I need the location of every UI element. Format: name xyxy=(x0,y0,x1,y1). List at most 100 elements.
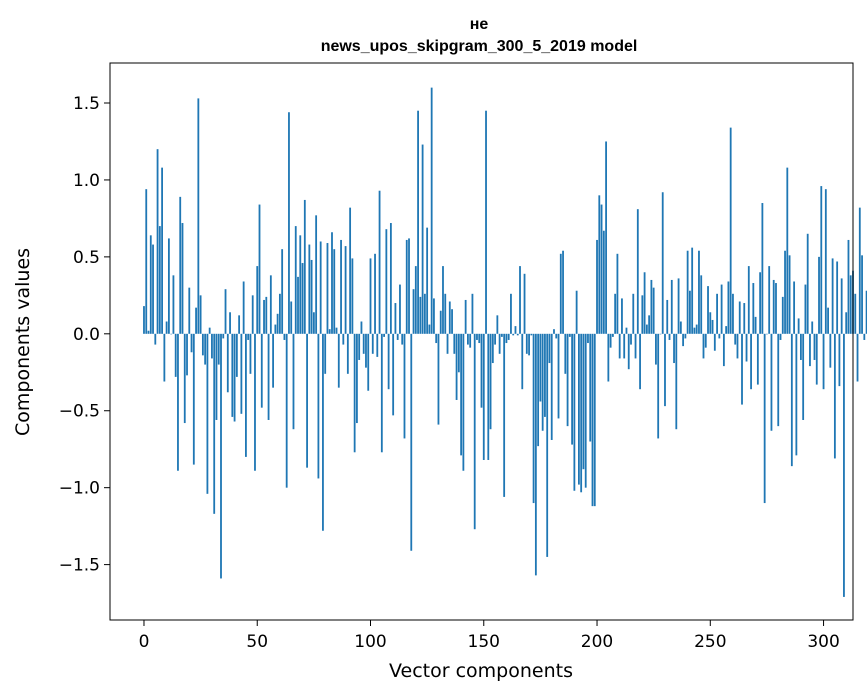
bar-52 xyxy=(260,333,263,408)
bar-282 xyxy=(781,296,784,334)
bar-256 xyxy=(722,333,725,367)
bar-185 xyxy=(562,250,564,334)
bar-311 xyxy=(847,239,850,334)
bar-305 xyxy=(833,333,836,459)
bar-316 xyxy=(858,207,861,334)
bar-129 xyxy=(435,333,438,344)
bar-15 xyxy=(177,333,179,471)
bar-237 xyxy=(679,321,682,334)
bar-51 xyxy=(258,204,261,334)
bar-150 xyxy=(482,333,485,460)
bar-46 xyxy=(247,333,250,340)
bar-195 xyxy=(584,333,587,488)
bar-132 xyxy=(442,266,444,334)
bar-142 xyxy=(464,299,467,334)
bar-270 xyxy=(754,316,757,334)
bar-304 xyxy=(831,258,834,334)
bar-65 xyxy=(290,301,293,334)
bar-287 xyxy=(793,281,796,334)
bar-295 xyxy=(811,321,814,334)
bar-28 xyxy=(206,333,209,494)
bar-70 xyxy=(301,263,304,334)
bar-257 xyxy=(725,326,728,334)
bar-212 xyxy=(623,333,626,359)
bar-96 xyxy=(360,321,363,334)
bar-200 xyxy=(596,239,598,334)
bar-294 xyxy=(809,333,811,367)
bar-254 xyxy=(718,333,721,339)
bar-19 xyxy=(186,333,188,376)
y-tick-label: −1.5 xyxy=(59,556,100,576)
bar-0 xyxy=(143,306,145,334)
bar-299 xyxy=(820,186,823,334)
bar-135 xyxy=(448,301,451,334)
bar-169 xyxy=(525,333,528,354)
bar-29 xyxy=(208,327,211,334)
bar-193 xyxy=(580,333,583,493)
bar-7 xyxy=(158,226,161,334)
bar-54 xyxy=(265,296,268,334)
bar-26 xyxy=(201,333,204,356)
bar-264 xyxy=(741,333,743,405)
bar-211 xyxy=(621,298,623,334)
bar-41 xyxy=(235,333,238,377)
bar-106 xyxy=(383,333,385,337)
bar-85 xyxy=(335,327,338,334)
bar-249 xyxy=(707,286,709,334)
bar-43 xyxy=(240,333,243,414)
bar-251 xyxy=(711,319,714,334)
bar-199 xyxy=(593,333,596,507)
bar-186 xyxy=(564,333,567,374)
bar-319 xyxy=(865,290,867,334)
bar-40 xyxy=(233,333,236,422)
bar-5 xyxy=(154,333,157,345)
bar-166 xyxy=(519,266,521,334)
bar-104 xyxy=(378,190,381,334)
bar-204 xyxy=(605,141,607,334)
bar-245 xyxy=(698,250,700,334)
bar-140 xyxy=(460,333,463,456)
y-tick-label: 0.0 xyxy=(73,325,100,345)
bar-120 xyxy=(414,266,417,334)
bar-141 xyxy=(462,333,465,471)
bar-158 xyxy=(500,333,503,337)
bar-159 xyxy=(503,333,506,497)
bar-37 xyxy=(226,333,229,393)
bar-271 xyxy=(756,333,759,385)
bar-113 xyxy=(399,284,401,334)
bar-49 xyxy=(254,333,256,471)
bar-235 xyxy=(675,333,678,430)
bar-127 xyxy=(430,87,433,334)
bar-233 xyxy=(670,279,673,334)
bar-213 xyxy=(625,327,628,334)
bar-130 xyxy=(437,333,440,425)
bar-187 xyxy=(566,333,569,427)
bar-118 xyxy=(410,333,413,551)
bar-84 xyxy=(333,249,336,334)
bar-83 xyxy=(331,232,333,334)
bar-241 xyxy=(689,290,691,334)
y-tick-label: 0.5 xyxy=(73,248,100,268)
bar-36 xyxy=(224,289,227,334)
bar-232 xyxy=(668,333,671,340)
bar-171 xyxy=(530,333,533,336)
bar-314 xyxy=(854,293,857,334)
bar-68 xyxy=(297,276,299,334)
bar-147 xyxy=(476,333,478,340)
bar-289 xyxy=(797,318,800,334)
chart-title-line1: не xyxy=(470,16,489,33)
bar-76 xyxy=(315,215,318,334)
bar-110 xyxy=(392,333,395,416)
bar-303 xyxy=(829,333,832,368)
bar-273 xyxy=(761,203,764,334)
bar-253 xyxy=(716,293,718,334)
bar-189 xyxy=(571,333,574,445)
bar-6 xyxy=(156,149,159,334)
bar-197 xyxy=(589,333,592,442)
bar-217 xyxy=(634,333,637,359)
bar-209 xyxy=(616,253,619,334)
bar-180 xyxy=(550,333,553,440)
x-tick-label: 150 xyxy=(468,632,500,652)
bar-275 xyxy=(766,333,768,335)
bar-13 xyxy=(172,275,175,334)
